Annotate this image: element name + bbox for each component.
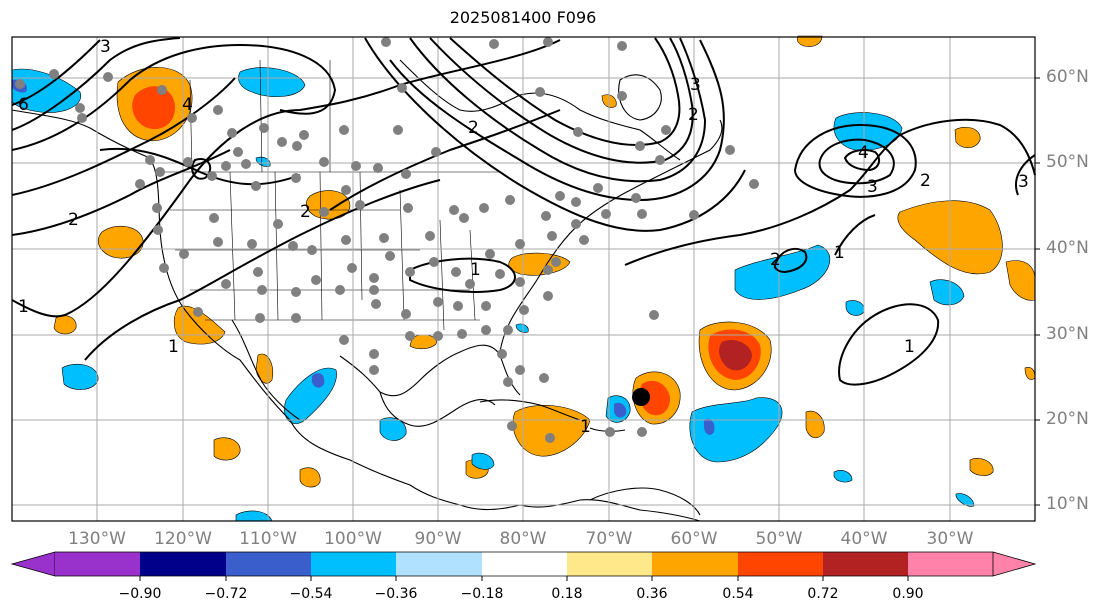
- colorbar-tick-label: 0.36: [636, 586, 668, 602]
- colorbar-segment: [311, 552, 396, 576]
- lon-label: 100°W: [324, 529, 382, 549]
- lat-label: 50°N: [1046, 152, 1089, 172]
- contour-label: 2: [920, 171, 931, 191]
- contour-label: 2: [688, 105, 699, 125]
- contour-label: 1: [168, 337, 179, 357]
- contour-label: 4: [858, 143, 869, 163]
- colorbar-tick-label: 0.72: [807, 586, 839, 602]
- contour-label: 2: [770, 250, 781, 270]
- colorbar-segment: [482, 552, 567, 576]
- colorbar-tick-label: 0.18: [551, 586, 583, 602]
- contour-label: 6: [18, 95, 29, 115]
- lat-label: 40°N: [1046, 238, 1089, 258]
- contour-label: 1: [834, 243, 845, 263]
- contour-labels: 3 6 4 2 2 1 2 1 1 2 3 4 3 2 1 2 1 1 3: [18, 37, 1029, 437]
- colorbar-tick-label: −0.72: [204, 586, 248, 602]
- colorbar-segment: [823, 552, 908, 576]
- contour-label: 3: [690, 75, 701, 95]
- colorbar-segment: [140, 552, 226, 576]
- contour-label: 3: [867, 177, 878, 197]
- contour-label: 3: [1018, 172, 1029, 192]
- colorbar-tick-label: 0.90: [892, 586, 924, 602]
- state-borders: [160, 59, 500, 331]
- colorbar-tick-label: −0.18: [460, 586, 504, 602]
- lon-label: 40°W: [840, 529, 888, 549]
- map-title: 2025081400 F096: [449, 8, 597, 27]
- lon-label: 30°W: [926, 529, 974, 549]
- contour-label: 2: [68, 210, 79, 230]
- colorbar-segment: [567, 552, 652, 576]
- colorbar-tick-label: 0.54: [722, 586, 754, 602]
- colorbar-segment: [10, 551, 56, 577]
- contour-label: 1: [470, 260, 481, 280]
- colorbar-segment: [396, 552, 482, 576]
- lon-label: 90°W: [414, 529, 462, 549]
- colorbar-segment: [738, 552, 823, 576]
- lon-label: 80°W: [499, 529, 547, 549]
- contour-label: 2: [300, 202, 311, 222]
- lat-label: 30°N: [1046, 324, 1089, 344]
- map-frame: [11, 36, 1036, 522]
- contour-label: 2: [468, 118, 479, 138]
- colorbar-tick-label: −0.54: [289, 586, 333, 602]
- colorbar-segment: [992, 551, 1037, 577]
- lon-label: 120°W: [154, 529, 212, 549]
- lon-label: 50°W: [755, 529, 803, 549]
- axis-ticks: [1035, 77, 1040, 506]
- contour-label: 1: [904, 337, 915, 357]
- lat-label: 20°N: [1046, 409, 1089, 429]
- lon-label: 130°W: [68, 529, 126, 549]
- contour-label: 1: [580, 417, 591, 437]
- station-markers: [15, 37, 759, 443]
- contour-label: 3: [100, 37, 111, 57]
- colorbar-segment: [908, 552, 993, 576]
- lon-label: 60°W: [670, 529, 718, 549]
- colorbar-tick-label: −0.90: [118, 586, 162, 602]
- colorbar-segment: [226, 552, 311, 576]
- colorbar-segment: [652, 552, 738, 576]
- lat-label: 60°N: [1046, 67, 1089, 87]
- graticule: [12, 37, 1035, 521]
- lat-label: 10°N: [1046, 494, 1089, 514]
- colorbar-tick-label: −0.36: [374, 586, 418, 602]
- colorbar: [10, 551, 1037, 581]
- contour-label: 4: [182, 95, 193, 115]
- contour-label: 1: [18, 297, 29, 317]
- lon-label: 70°W: [585, 529, 633, 549]
- storm-center-marker: [632, 388, 650, 406]
- lon-label: 110°W: [239, 529, 297, 549]
- colorbar-segment: [55, 552, 140, 576]
